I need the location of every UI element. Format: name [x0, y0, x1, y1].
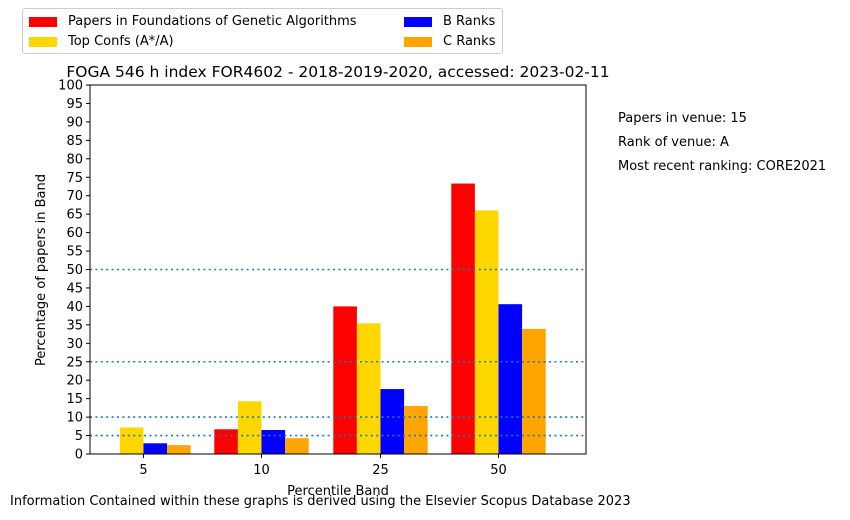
y-tick-label: 25 [66, 355, 83, 370]
bar-papers-in-foundations-of-genetic-algorithms-25 [333, 306, 357, 454]
bar-b-ranks-5 [143, 443, 168, 454]
bar-top-confs-a-a--5 [119, 427, 144, 454]
bar-top-confs-a-a--50 [474, 210, 499, 454]
rank-of-venue-note: Rank of venue: A [618, 135, 729, 150]
y-tick-label: 65 [66, 208, 83, 223]
y-tick-label: 45 [66, 281, 83, 296]
bar-b-ranks-50 [498, 304, 523, 454]
y-axis-label: Percentage of papers in Band [34, 174, 49, 366]
y-tick-label: 40 [66, 300, 83, 315]
y-tick-label: 100 [58, 79, 83, 94]
y-tick-label: 20 [66, 374, 83, 389]
legend-swatch-papers [29, 16, 57, 27]
y-tick-label: 15 [66, 392, 83, 407]
y-tick-label: 90 [66, 115, 83, 130]
x-tick-label: 25 [372, 463, 389, 478]
bar-top-confs-a-a--25 [356, 323, 381, 454]
chart-title: FOGA 546 h index FOR4602 - 2018-2019-202… [66, 63, 609, 81]
x-tick-label: 50 [490, 463, 507, 478]
y-tick-label: 80 [66, 152, 83, 167]
legend-label-b-ranks: B Ranks [443, 14, 496, 29]
y-tick-label: 0 [75, 448, 83, 463]
x-tick-label: 10 [253, 463, 270, 478]
bars-group [119, 183, 546, 454]
y-tick-label: 55 [66, 245, 83, 260]
legend-label-c-ranks: C Ranks [443, 34, 496, 49]
data-source-footer: Information Contained within these graph… [10, 494, 631, 509]
legend-item-b-ranks: B Ranks [404, 14, 495, 29]
y-tick-label: 95 [66, 97, 83, 112]
y-tick-label: 85 [66, 134, 83, 149]
y-tick-label: 5 [75, 429, 83, 444]
legend-swatch-b-ranks [404, 16, 432, 27]
bar-top-confs-a-a--10 [237, 401, 262, 454]
y-tick-label: 10 [66, 411, 83, 426]
legend-swatch-top-confs [29, 36, 57, 47]
y-tick-label: 50 [66, 263, 83, 278]
legend-item-papers: Papers in Foundations of Genetic Algorit… [29, 14, 357, 29]
recent-ranking-note: Most recent ranking: CORE2021 [618, 159, 827, 174]
x-tick-label: 5 [139, 463, 147, 478]
bar-c-ranks-50 [522, 328, 546, 454]
legend-swatch-c-ranks [404, 36, 432, 47]
papers-in-venue-note: Papers in venue: 15 [618, 111, 747, 126]
bar-papers-in-foundations-of-genetic-algorithms-10 [214, 429, 238, 454]
y-tick-label: 30 [66, 337, 83, 352]
bar-c-ranks-10 [285, 438, 309, 454]
y-tick-label: 70 [66, 189, 83, 204]
legend: Papers in Foundations of Genetic Algorit… [22, 8, 503, 54]
reference-lines [90, 268, 586, 437]
legend-label-top-confs: Top Confs (A*/A) [68, 34, 174, 49]
bar-c-ranks-5 [167, 445, 191, 454]
y-tick-label: 75 [66, 171, 83, 186]
y-tick-label: 35 [66, 318, 83, 333]
bar-c-ranks-25 [404, 406, 428, 454]
x-axis: 5 10 25 50 [139, 454, 507, 478]
x-axis-label: Percentile Band [287, 484, 389, 499]
legend-item-c-ranks: C Ranks [404, 34, 495, 49]
legend-item-top-confs: Top Confs (A*/A) [29, 34, 174, 49]
bar-b-ranks-10 [261, 430, 286, 454]
y-tick-label: 60 [66, 226, 83, 241]
bar-papers-in-foundations-of-genetic-algorithms-50 [451, 183, 475, 454]
legend-label-papers: Papers in Foundations of Genetic Algorit… [68, 14, 357, 29]
bar-b-ranks-25 [380, 389, 405, 454]
y-axis: 0 5 10 15 20 25 30 35 40 45 50 55 60 65 70 75 80 85 90 95 10… [58, 79, 90, 463]
